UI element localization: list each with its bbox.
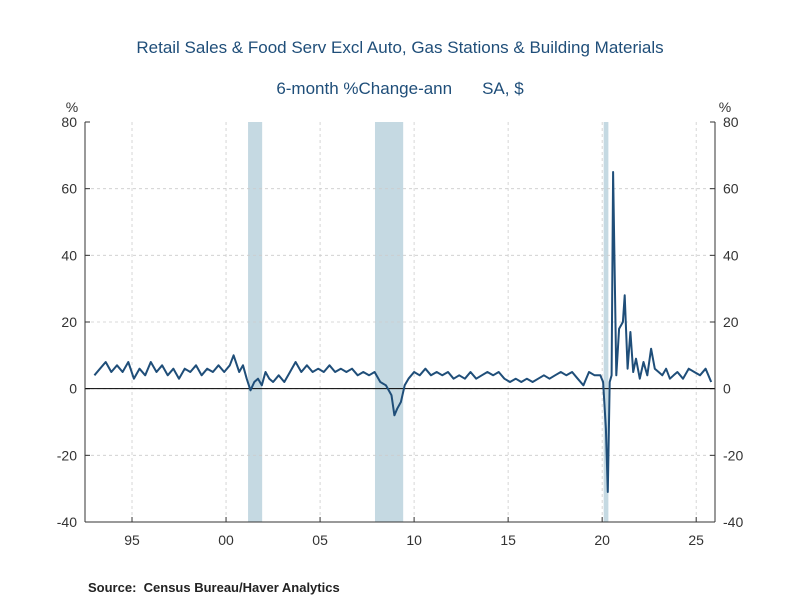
y-tick-label-left: 0	[69, 381, 77, 397]
series-line-1	[93, 171, 713, 493]
source-note: Source: Census Bureau/Haver Analytics	[88, 580, 340, 595]
y-tick-label-right: 0	[723, 381, 731, 397]
x-tick-label: 25	[688, 532, 704, 548]
source-text: Census Bureau/Haver Analytics	[143, 580, 340, 595]
y-tick-label-right: 60	[723, 181, 739, 197]
chart-subtitle: 6-month %Change-ann SA, $	[0, 79, 800, 99]
y-tick-label-left: 20	[61, 314, 77, 330]
subtitle-measure: 6-month %Change-ann	[276, 79, 453, 98]
x-tick-label: 95	[124, 532, 140, 548]
y-tick-label-left: 60	[61, 181, 77, 197]
y-tick-label-left: -40	[57, 514, 77, 530]
y-unit-right: %	[719, 99, 731, 115]
y-tick-label-left: -20	[57, 447, 77, 463]
subtitle-units: SA, $	[482, 79, 524, 98]
recession-band-3	[603, 122, 609, 522]
y-tick-label-right: 40	[723, 247, 739, 263]
y-unit-left: %	[66, 99, 78, 115]
y-tick-label-right: -40	[723, 514, 743, 530]
x-tick-label: 15	[500, 532, 516, 548]
source-label: Source:	[88, 580, 137, 595]
x-tick-label: 10	[406, 532, 422, 548]
x-tick-label: 20	[594, 532, 610, 548]
y-tick-label-left: 40	[61, 247, 77, 263]
y-tick-label-right: -20	[723, 447, 743, 463]
x-tick-label: 00	[218, 532, 234, 548]
y-tick-label-right: 80	[723, 114, 739, 130]
x-tick-label: 05	[312, 532, 328, 548]
chart-title: Retail Sales & Food Serv Excl Auto, Gas …	[136, 38, 664, 57]
y-tick-label-left: 80	[61, 114, 77, 130]
y-tick-label-right: 20	[723, 314, 739, 330]
